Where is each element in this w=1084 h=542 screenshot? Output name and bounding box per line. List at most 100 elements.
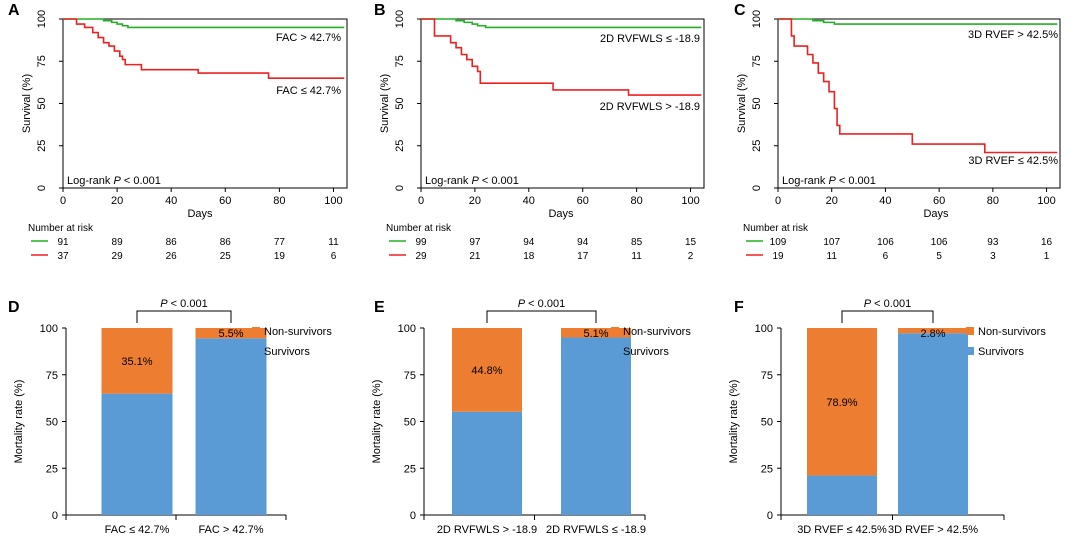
panel-e-data-label: 44.8% — [471, 365, 502, 377]
panel-c-risk-value: 107 — [823, 237, 840, 248]
panel-c-xtick-label: 60 — [933, 195, 945, 207]
panel-a-risk-value: 77 — [274, 237, 286, 248]
panel-b-curve-green — [421, 18, 702, 29]
panel-d-legend-label: Non-survivors — [264, 326, 332, 338]
panel-a-risk-value: 89 — [112, 237, 124, 248]
panel-f-legend-swatch — [966, 327, 974, 335]
panel-c-risk-value: 106 — [877, 237, 894, 248]
panel-e-legend-swatch — [611, 347, 619, 355]
panel-e-sig-bracket — [486, 310, 597, 323]
panel-d-bar-survivors — [195, 338, 267, 515]
panel-b-ylabel: Survival (%) — [379, 74, 391, 133]
panel-a-xlabel: Days — [187, 208, 213, 220]
panel-b-xtick-label: 80 — [630, 195, 642, 207]
panel-f-data-label: 2.8% — [920, 328, 945, 340]
panel-c-series-label-red: 3D RVEF ≤ 42.5% — [968, 155, 1058, 167]
panel-e-legend-swatch — [611, 327, 619, 335]
panel-c-ytick-label: 50 — [751, 97, 763, 109]
panel-d-ytick-label: 100 — [40, 323, 58, 335]
panel-b-risk-value: 18 — [523, 251, 535, 262]
panel-e-ytick-label: 25 — [404, 463, 416, 475]
panel-b-ytick-label: 25 — [394, 140, 406, 152]
panel-c-xlabel: Days — [923, 208, 949, 220]
panel-c-ytick-label: 0 — [751, 185, 763, 191]
panel-f-category-label: 3D RVEF > 42.5% — [888, 524, 978, 536]
panel-a-ytick-label: 25 — [36, 140, 48, 152]
panel-d-category-label: FAC > 42.7% — [198, 524, 263, 536]
panel-b-risk-title: Number at risk — [386, 223, 452, 234]
panel-c-ylabel: Survival (%) — [736, 74, 748, 133]
panel-c-risk-value: 11 — [827, 251, 838, 262]
panel-f-sig-label: P < 0.001 — [864, 298, 911, 310]
panel-b-xtick-label: 40 — [523, 195, 535, 207]
panel-b-risk-value: 94 — [523, 237, 535, 248]
panel-c-xtick-label: 100 — [1037, 195, 1055, 207]
panel-a-xtick-label: 40 — [165, 195, 177, 207]
panel-b-xtick-label: 100 — [681, 195, 699, 207]
panel-f-ylabel: Mortality rate (%) — [728, 380, 740, 464]
panel-c-xtick-label: 80 — [987, 195, 999, 207]
panel-a-series-label-red: FAC ≤ 42.7% — [276, 85, 341, 97]
panel-d-bar-nonsurvivors — [101, 328, 173, 394]
panel-e-bar-survivors — [561, 337, 631, 515]
panel-f-sig-bracket — [841, 310, 934, 323]
panel-f-ytick-label: 50 — [761, 417, 773, 429]
panel-e-sig-label: P < 0.001 — [518, 298, 565, 310]
panel-d-sig-bracket — [136, 310, 232, 323]
panel-d-data-label: 5.5% — [218, 328, 243, 340]
panel-d-ylabel: Mortality rate (%) — [13, 380, 25, 464]
panel-d-legend-swatch — [252, 347, 260, 355]
panel-d-label: D — [8, 299, 20, 316]
panel-b-ytick-label: 0 — [394, 185, 406, 191]
panel-a-logrank: Log-rank P < 0.001 — [67, 175, 161, 187]
panel-b-risk-value: 29 — [415, 251, 427, 262]
panel-a-xtick-label: 100 — [324, 195, 342, 207]
panel-f-label: F — [734, 299, 744, 316]
panel-f-bar-survivors — [898, 333, 968, 515]
panel-e-label: E — [374, 299, 385, 316]
panel-b-xtick-label: 20 — [469, 195, 481, 207]
panel-d-ytick-label: 25 — [46, 463, 58, 475]
panel-a-ytick-label: 0 — [36, 185, 48, 191]
panel-c-xtick-label: 40 — [879, 195, 891, 207]
panel-f-ytick-label: 25 — [761, 463, 773, 475]
panel-e-bar-nonsurvivors — [561, 328, 631, 338]
panel-a-xtick-label: 60 — [219, 195, 231, 207]
panel-c-risk-value: 93 — [987, 237, 999, 248]
panel-d-legend-swatch — [252, 327, 260, 335]
panel-f-data-label: 78.9% — [826, 397, 857, 409]
panel-b-ytick-label: 50 — [394, 97, 406, 109]
panel-e-category-label: 2D RVFWLS > -18.9 — [437, 524, 537, 536]
panel-a-series-label-green: FAC > 42.7% — [276, 32, 341, 44]
panel-e-ylabel: Mortality rate (%) — [371, 380, 383, 464]
panel-a-ytick-label: 75 — [36, 55, 48, 67]
panel-b-risk-value: 99 — [415, 237, 427, 248]
panel-a-risk-value: 19 — [274, 251, 286, 262]
panel-c-risk-value: 5 — [936, 251, 942, 262]
panel-a-risk-value: 25 — [220, 251, 232, 262]
panel-f-ytick-label: 100 — [755, 323, 773, 335]
panel-e-bar-survivors — [452, 411, 522, 515]
panel-a-risk-title: Number at risk — [28, 223, 94, 234]
panel-c-risk-value: 16 — [1041, 237, 1053, 248]
panel-e-data-label: 5.1% — [583, 328, 608, 340]
panel-f-legend-swatch — [966, 347, 974, 355]
panel-b-risk-value: 2 — [688, 251, 694, 262]
panel-c-risk-value: 6 — [883, 251, 889, 262]
panel-b-curve-red — [421, 18, 702, 96]
panel-a-risk-value: 86 — [220, 237, 232, 248]
panel-e-ytick-label: 100 — [398, 323, 416, 335]
panel-b-risk-value: 21 — [469, 251, 481, 262]
panel-d-category-label: FAC ≤ 42.7% — [105, 524, 170, 536]
panel-c-ytick-label: 75 — [751, 55, 763, 67]
panel-c-curve-green — [778, 18, 1058, 25]
panel-b-risk-value: 97 — [469, 237, 481, 248]
panel-c-xtick-label: 0 — [775, 195, 781, 207]
panel-e-ytick-label: 0 — [410, 510, 416, 522]
panel-a-curve-red — [63, 18, 345, 79]
panel-f-ytick-label: 75 — [761, 370, 773, 382]
panel-b-series-label-red: 2D RVFWLS > -18.9 — [600, 101, 700, 113]
panel-b-risk-value: 15 — [685, 237, 697, 248]
panel-a-frame — [62, 18, 348, 189]
